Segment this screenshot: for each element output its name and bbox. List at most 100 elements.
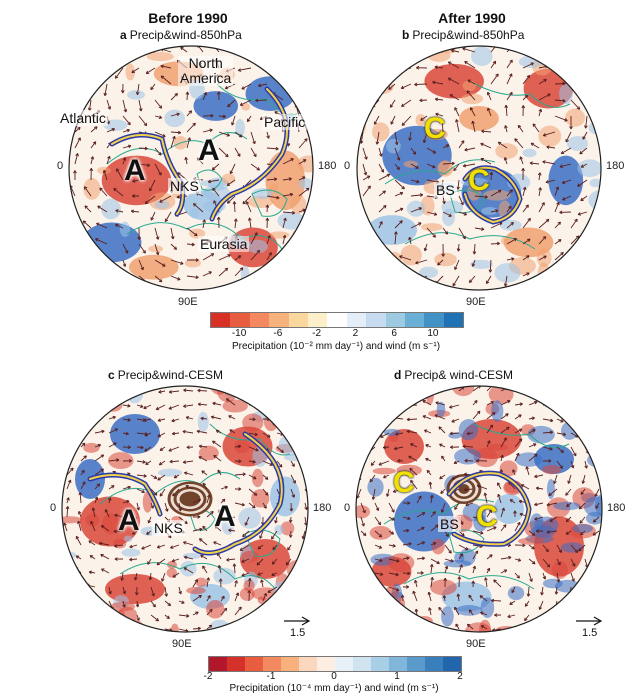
wind-vector bbox=[409, 131, 412, 141]
wind-vector bbox=[570, 218, 578, 229]
wind-vector-head bbox=[217, 509, 222, 513]
wind-vector-head bbox=[94, 496, 99, 501]
wind-vector-head bbox=[489, 554, 493, 558]
wind-vector-head bbox=[487, 440, 491, 444]
wind-vector bbox=[192, 579, 198, 588]
wind-vector-head bbox=[453, 167, 457, 172]
precip-anomaly-patch bbox=[459, 106, 499, 131]
wind-vector-head bbox=[66, 497, 70, 501]
wind-vector-head bbox=[548, 492, 552, 496]
panel-a-lon90e: 90E bbox=[178, 296, 198, 308]
precip-speckle bbox=[247, 239, 268, 254]
wind-vector-head bbox=[466, 623, 471, 628]
wind-vector-head bbox=[540, 592, 544, 596]
wind-vector bbox=[524, 600, 530, 607]
wind-vector-head bbox=[158, 172, 162, 176]
wind-vector bbox=[472, 544, 483, 548]
wind-vector bbox=[213, 541, 222, 546]
wind-vector-head bbox=[481, 227, 485, 231]
wind-vector-head bbox=[545, 548, 549, 553]
wind-vector bbox=[74, 137, 81, 149]
wind-vector-head bbox=[111, 128, 116, 132]
wind-vector bbox=[492, 628, 502, 631]
wind-vector bbox=[276, 446, 284, 453]
wind-vector-head bbox=[580, 197, 584, 202]
wind-vector bbox=[570, 432, 579, 438]
wind-vector bbox=[514, 572, 520, 579]
wind-vector-head bbox=[486, 567, 491, 572]
wind-vector-head bbox=[427, 591, 432, 596]
wind-vector-head bbox=[436, 560, 440, 565]
precip-speckle bbox=[269, 183, 279, 191]
wind-vector bbox=[457, 593, 460, 602]
wind-vector-head bbox=[95, 238, 99, 242]
wind-vector bbox=[423, 131, 428, 143]
wind-vector-head bbox=[395, 572, 399, 577]
wind-vector bbox=[94, 430, 105, 434]
wind-vector-head bbox=[112, 415, 116, 420]
wind-vector bbox=[500, 569, 507, 574]
wind-vector bbox=[504, 275, 508, 287]
wind-vector-head bbox=[183, 541, 187, 545]
wind-vector bbox=[271, 558, 278, 565]
wind-vector-head bbox=[542, 576, 547, 580]
wind-vector-head bbox=[239, 134, 243, 138]
wind-vector bbox=[410, 222, 422, 229]
panel-d-lon90e: 90E bbox=[466, 638, 486, 650]
wind-vector bbox=[401, 115, 412, 126]
wind-vector-head bbox=[120, 90, 125, 94]
wind-vector bbox=[467, 79, 476, 85]
wind-vector-head bbox=[454, 266, 458, 270]
wind-vector bbox=[114, 67, 124, 79]
wind-vector bbox=[226, 179, 236, 186]
wind-vector-head bbox=[237, 68, 242, 72]
wind-vector-head bbox=[524, 94, 529, 99]
wind-vector-head bbox=[198, 444, 203, 449]
wind-vector-head bbox=[419, 193, 424, 197]
wind-vector-head bbox=[125, 250, 129, 254]
colorbar-top-ticks: -10 -6 -2 2 6 10 bbox=[210, 328, 462, 340]
wind-vector bbox=[543, 131, 556, 136]
wind-vector bbox=[99, 187, 108, 197]
wind-vector-head bbox=[89, 167, 94, 172]
colorbar-swatch bbox=[269, 313, 289, 327]
wind-vector-head bbox=[285, 561, 290, 566]
wind-vector bbox=[147, 558, 152, 565]
wind-vector bbox=[218, 254, 231, 261]
wind-vector-head bbox=[101, 429, 105, 434]
wind-vector-head bbox=[217, 469, 221, 474]
wind-vector-head bbox=[123, 109, 128, 113]
wind-vector-head bbox=[231, 122, 235, 126]
wind-vector-head bbox=[389, 104, 394, 108]
wind-vector-head bbox=[257, 572, 261, 576]
wind-vector bbox=[362, 175, 371, 181]
wind-vector-head bbox=[143, 474, 147, 478]
wind-vector-head bbox=[140, 266, 144, 271]
wind-vector bbox=[480, 158, 492, 165]
wind-vector-head bbox=[242, 472, 246, 477]
wind-vector-head bbox=[226, 182, 231, 186]
wind-vector-head bbox=[407, 571, 411, 576]
wind-vector-head bbox=[462, 47, 466, 51]
colorbar-top bbox=[210, 312, 464, 328]
wind-vector bbox=[218, 115, 226, 118]
wind-vector-head bbox=[565, 531, 570, 535]
wind-vector bbox=[470, 107, 476, 117]
wind-vector bbox=[144, 432, 152, 437]
precip-speckle bbox=[480, 597, 495, 619]
wind-vector bbox=[529, 162, 540, 165]
wind-vector bbox=[458, 195, 464, 206]
wind-vector bbox=[157, 418, 166, 422]
wind-vector-head bbox=[538, 606, 543, 610]
wind-vector bbox=[101, 568, 110, 574]
wind-vector-head bbox=[226, 133, 230, 137]
wind-vector bbox=[241, 572, 250, 577]
wind-vector-head bbox=[164, 593, 169, 597]
wind-vector bbox=[538, 202, 545, 213]
wind-vector bbox=[202, 219, 206, 229]
wind-vector bbox=[378, 205, 387, 213]
wind-vector-head bbox=[542, 236, 547, 240]
coastline bbox=[404, 232, 536, 250]
precip-speckle bbox=[148, 245, 163, 253]
wind-vector bbox=[511, 586, 516, 593]
